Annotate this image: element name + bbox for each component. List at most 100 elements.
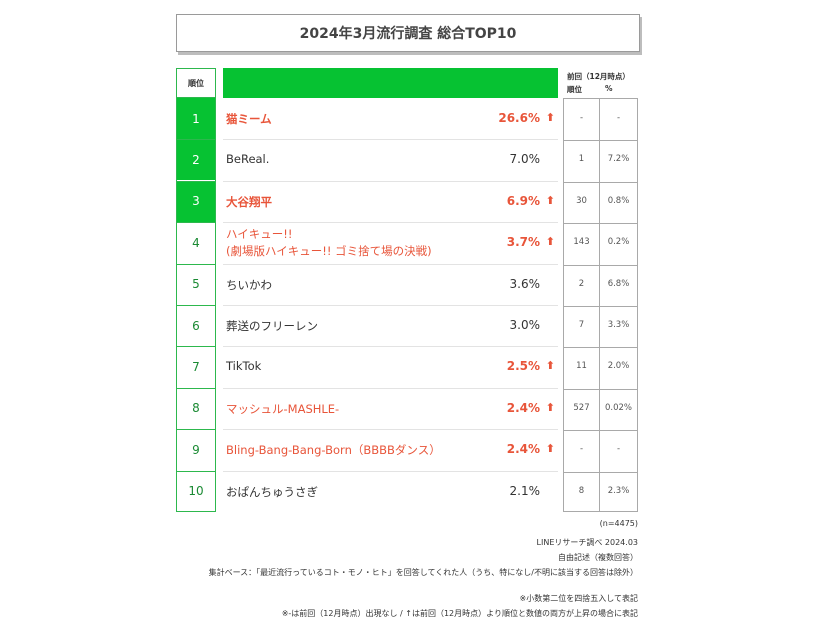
rank-separator	[177, 346, 215, 348]
previous-divider	[599, 99, 600, 511]
rank-cell: 6	[192, 318, 200, 333]
row-separator	[223, 222, 558, 224]
previous-header-title: 前回（12月時点）	[567, 72, 630, 81]
item-name: ちいかわ	[226, 277, 272, 292]
item-name: BeReal.	[226, 152, 270, 167]
previous-rank: 1	[578, 154, 585, 165]
item-name: マッシュル-MASHLE-	[226, 401, 340, 416]
previous-rank: -	[579, 444, 584, 455]
method-note: 自由記述（複数回答）	[558, 553, 638, 562]
previous-percentage: 6.8%	[607, 278, 630, 289]
item-name: 大谷翔平	[226, 194, 272, 209]
previous-row-separator	[564, 306, 637, 307]
row-separator	[223, 180, 558, 182]
previous-rank: -	[579, 113, 584, 123]
previous-row-separator	[564, 181, 637, 183]
item-percentage: 6.9%	[506, 193, 540, 208]
row-separator	[223, 429, 558, 431]
previous-rank: 2	[578, 278, 585, 289]
page-title: 2024年3月流行調査 総合TOP10	[176, 14, 640, 52]
previous-row-separator	[564, 223, 637, 225]
previous-row-separator	[564, 471, 637, 473]
up-arrow-icon: ⬆	[545, 111, 555, 124]
up-arrow-icon: ⬆	[545, 235, 555, 249]
ranking-table: 猫ミーム 26.6% ⬆ BeReal. 7.0% 大谷翔平 6.9% ⬆ ハイキュー!! (劇場…	[223, 98, 558, 512]
rank-header: 順位	[176, 68, 216, 98]
item-percentage: 2.4%	[506, 400, 540, 415]
previous-rank: 143	[573, 237, 590, 248]
previous-rank: 7	[578, 320, 585, 330]
rank-cell: 9	[192, 442, 200, 457]
previous-percentage: 2.0%	[607, 361, 630, 372]
previous-header-pct: %	[605, 84, 613, 93]
up-arrow-icon: ⬆	[545, 442, 555, 456]
item-percentage: 2.5%	[506, 359, 540, 374]
sample-size-note: (n=4475)	[599, 519, 638, 528]
row-separator	[223, 139, 558, 141]
rank-column: 1 2 3 4 5 6 7 8 9 10	[176, 98, 216, 512]
item-name: 猫ミーム	[226, 112, 272, 126]
previous-percentage: 3.3%	[607, 320, 630, 330]
row-separator	[223, 346, 558, 348]
previous-header-rank: 順位	[567, 85, 582, 94]
rank-cell: 1	[177, 98, 215, 139]
previous-percentage: 0.2%	[607, 237, 630, 248]
up-arrow-icon: ⬆	[545, 193, 555, 207]
green-header-bar	[223, 68, 558, 98]
previous-row-separator	[564, 430, 637, 432]
rank-separator	[177, 470, 215, 472]
rank-separator	[177, 139, 215, 141]
rank-separator	[177, 387, 215, 389]
legend-note: ※-は前回（12月時点）出現なし / ↑は前回（12月時点）より順位と数値の両方…	[281, 609, 638, 618]
item-name: Bling-Bang-Bang-Born（BBBBダンス）	[226, 443, 441, 458]
previous-column: - - 1 7.2% 30 0.8% 143 0.2% 2 6.8% 7 3.3% 11 2.0% 527 0…	[563, 98, 638, 512]
row-separator	[223, 305, 558, 306]
previous-percentage: -	[616, 444, 621, 455]
item-name: おぱんちゅうさぎ	[226, 484, 318, 499]
item-percentage: 3.6%	[509, 276, 541, 291]
previous-rank: 30	[576, 195, 587, 206]
previous-rank: 11	[576, 361, 587, 372]
source-note: LINEリサーチ調べ 2024.03	[536, 538, 638, 547]
rounding-note: ※小数第二位を四捨五入して表記	[519, 594, 638, 603]
up-arrow-icon: ⬆	[545, 400, 555, 414]
previous-percentage: 0.8%	[607, 195, 630, 206]
previous-rank: 527	[573, 402, 590, 413]
rank-separator	[177, 429, 215, 431]
item-percentage: 3.0%	[509, 318, 541, 332]
previous-row-separator	[564, 347, 637, 349]
row-separator	[223, 387, 558, 389]
item-name: 葬送のフリーレン	[226, 319, 318, 333]
rank-cell: 4	[192, 235, 200, 250]
row-separator	[223, 470, 558, 472]
item-percentage: 2.1%	[509, 483, 541, 498]
rank-separator	[177, 305, 215, 306]
rank-cell: 8	[192, 401, 200, 416]
previous-rank: 8	[578, 485, 585, 496]
item-name: ハイキュー!!	[226, 227, 293, 242]
up-arrow-icon: ⬆	[545, 359, 555, 373]
item-percentage: 2.4%	[506, 442, 540, 457]
previous-header: 前回（12月時点） 順位 %	[563, 68, 638, 98]
base-note: 集計ベース：「最近流行っているコト・モノ・ヒト」を回答してくれた人（うち、特にな…	[208, 568, 638, 577]
item-percentage: 26.6%	[498, 111, 540, 125]
previous-row-separator	[564, 388, 637, 390]
rank-cell: 2	[177, 139, 215, 181]
rank-cell: 3	[177, 180, 215, 222]
rank-cell: 10	[188, 484, 204, 499]
item-name: TikTok	[226, 359, 262, 374]
previous-percentage: 7.2%	[607, 154, 630, 165]
previous-percentage: 0.02%	[604, 402, 632, 413]
rank-cell: 7	[192, 359, 200, 374]
rank-cell: 5	[192, 277, 200, 292]
item-percentage: 7.0%	[509, 152, 541, 167]
rank-separator	[177, 180, 215, 182]
previous-percentage: 2.3%	[607, 485, 630, 496]
previous-row-separator	[564, 264, 637, 266]
item-percentage: 3.7%	[506, 235, 540, 250]
previous-percentage: -	[616, 113, 621, 123]
item-name-subtitle: (劇場版ハイキュー!! ゴミ捨て場の決戦)	[226, 244, 432, 259]
previous-row-separator	[564, 140, 637, 142]
rank-separator	[177, 263, 215, 265]
row-separator	[223, 263, 558, 265]
